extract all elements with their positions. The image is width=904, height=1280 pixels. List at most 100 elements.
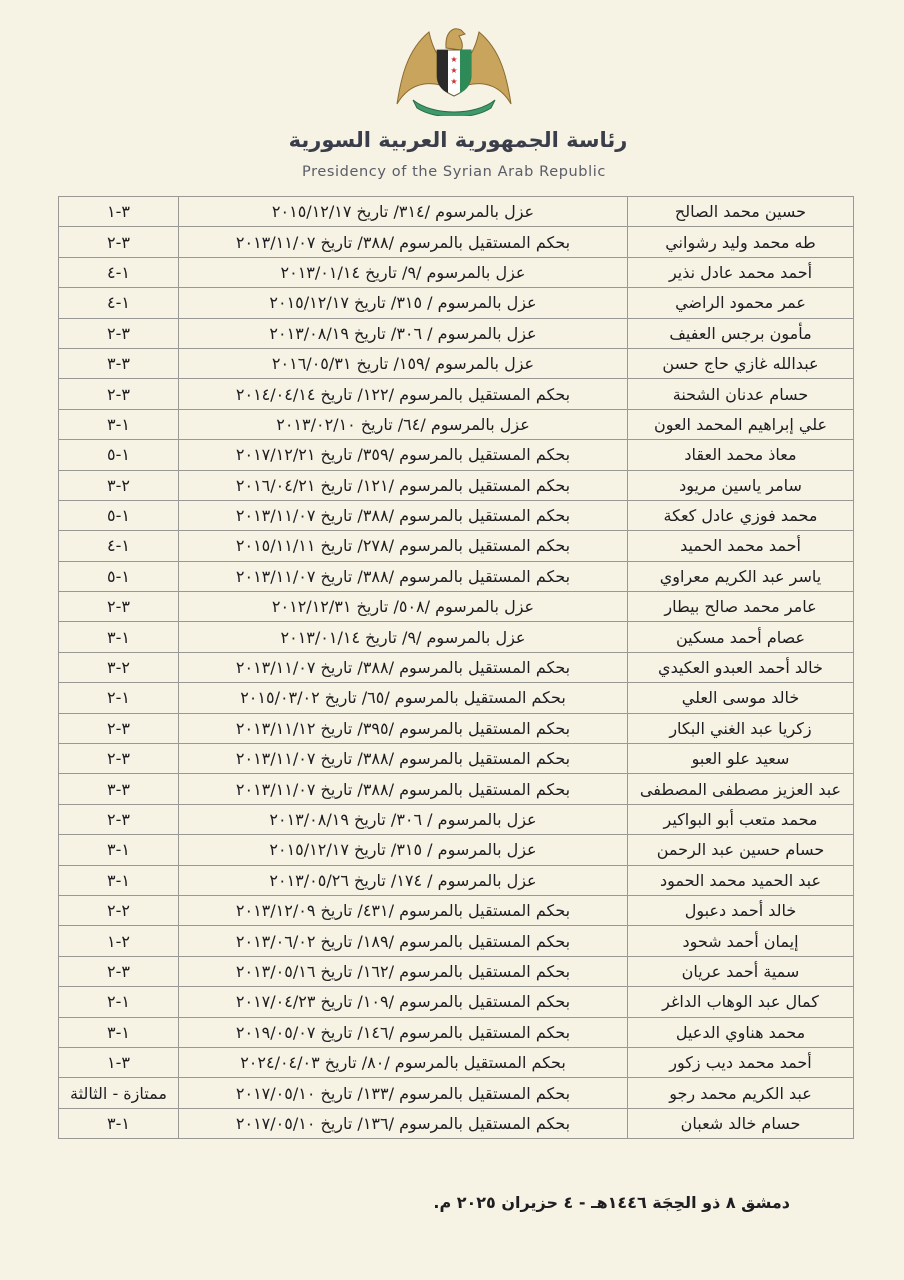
decree-cell-text: بحكم المستقيل بالمرسوم /٣٨٨/ تاريخ ٢٠١٣/… [235, 658, 571, 678]
name-cell-text: إيمان أحمد شحود [682, 931, 799, 951]
grade-cell: ٣-٢ [58, 591, 179, 623]
name-cell: محمد هناوي الدعيل [627, 1016, 854, 1048]
table-row: إيمان أحمد شحود بحكم المستقيل بالمرسوم /١… [58, 925, 854, 957]
table-row: معاذ محمد العقاد بحكم المستقيل بالمرسوم /… [58, 439, 854, 471]
decree-cell-text: عزل بالمرسوم /٣١٤/ تاريخ ٢٠١٥/١٢/١٧ [271, 202, 535, 222]
name-cell: أحمد محمد ديب زكور [627, 1046, 854, 1079]
table-row: زكريا عبد الغني البكار بحكم المستقيل بالم… [58, 712, 854, 745]
decree-cell-text: بحكم المستقيل بالمرسوم /٢٧٨/ تاريخ ٢٠١٥/… [235, 536, 571, 556]
table-row: حسام عدنان الشحنة بحكم المستقيل بالمرسوم … [58, 378, 854, 410]
name-cell-text: عبد العزيز مصطفى المصطفى [639, 779, 842, 799]
name-cell-text: عبد الحميد محمد الحمود [660, 870, 821, 890]
grade-cell: ٣-٢ [58, 743, 179, 775]
grade-cell: ١-٣ [58, 621, 179, 653]
decree-cell-text: بحكم المستقيل بالمرسوم /٣٥٩/ تاريخ ٢٠١٧/… [235, 445, 571, 465]
grade-cell: ١-٢ [58, 682, 179, 714]
table-row: عبدالله غازي حاج حسن عزل بالمرسوم /١٥٩/ ت… [58, 347, 854, 380]
name-cell: محمد فوزي عادل كعكة [627, 499, 854, 532]
decree-cell: بحكم المستقيل بالمرسوم /٢٧٨/ تاريخ ٢٠١٥/… [178, 530, 628, 562]
decree-cell-text: بحكم المستقيل بالمرسوم /١٤٦/ تاريخ ٢٠١٩/… [235, 1022, 571, 1042]
svg-text:★: ★ [450, 77, 457, 86]
grade-cell-text: ١-٣ [107, 414, 130, 434]
table-row: عامر محمد صالح بيطار عزل بالمرسوم /٥٠٨/ ت… [58, 591, 854, 623]
name-cell-text: ياسر عبد الكريم معراوي [659, 566, 822, 586]
name-cell: سعيد علو العبو [627, 743, 854, 775]
grade-cell: ٢-٣ [58, 469, 179, 501]
table-row: محمد متعب أبو البواكير عزل بالمرسوم / ٣٠٦… [58, 803, 854, 836]
name-cell-text: خالد موسى العلي [681, 688, 800, 708]
decree-cell-text: بحكم المستقيل بالمرسوم /١٢١/ تاريخ ٢٠١٦/… [235, 475, 571, 495]
grade-cell-text: ١-٥ [107, 566, 130, 586]
grade-cell: ١-٤ [58, 256, 179, 289]
decree-cell: عزل بالمرسوم / ٣١٥/ تاريخ ٢٠١٥/١٢/١٧ [178, 834, 628, 866]
grade-cell-text: ١-٤ [107, 262, 130, 282]
name-cell: عبد الكريم محمد رجو [627, 1077, 854, 1109]
grade-cell-text: ١-٣ [107, 1113, 130, 1133]
decree-cell-text: بحكم المستقيل بالمرسوم /١٨٩/ تاريخ ٢٠١٣/… [235, 931, 571, 951]
name-cell: طه محمد وليد رشواني [627, 226, 854, 258]
decree-cell-text: عزل بالمرسوم / ٣١٥/ تاريخ ٢٠١٥/١٢/١٧ [269, 840, 537, 860]
table-row: علي إبراهيم المحمد العون عزل بالمرسوم /٦٤… [58, 408, 854, 441]
decree-cell-text: بحكم المستقيل بالمرسوم /٤٣١/ تاريخ ٢٠١٣/… [235, 901, 571, 921]
decree-cell-text: بحكم المستقيل بالمرسوم /٣٩٥/ تاريخ ٢٠١٣/… [235, 718, 571, 738]
name-cell: حسين محمد الصالح [627, 195, 854, 228]
name-cell-text: عصام أحمد مسكين [675, 627, 806, 647]
page-title-english: Presidency of the Syrian Arab Republic [302, 164, 606, 180]
name-cell-text: سعيد علو العبو [691, 749, 790, 769]
decree-cell-text: بحكم المستقيل بالمرسوم /١٢٢/ تاريخ ٢٠١٤/… [235, 384, 571, 404]
decree-cell-text: عزل بالمرسوم /٩/ تاريخ ٢٠١٣/٠١/١٤ [280, 262, 526, 282]
name-cell: سمية أحمد عريان [627, 955, 854, 988]
decree-cell-text: بحكم المستقيل بالمرسوم /١٣٣/ تاريخ ٢٠١٧/… [235, 1083, 571, 1103]
decree-cell: عزل بالمرسوم /٥٠٨/ تاريخ ٢٠١٢/١٢/٣١ [178, 591, 628, 623]
name-cell-text: خالد أحمد العبدو العكيدي [658, 658, 823, 678]
table-row: كمال عبد الوهاب الداغر بحكم المستقيل بالم… [58, 986, 854, 1018]
decree-cell: بحكم المستقيل بالمرسوم /١٢١/ تاريخ ٢٠١٦/… [178, 469, 628, 501]
name-cell: علي إبراهيم المحمد العون [627, 408, 854, 441]
decree-cell-text: بحكم المستقيل بالمرسوم /٣٨٨/ تاريخ ٢٠١٣/… [235, 749, 571, 769]
name-cell-text: حسين محمد الصالح [674, 202, 807, 222]
decree-cell-text: بحكم المستقيل بالمرسوم /١٦٢/ تاريخ ٢٠١٣/… [235, 961, 571, 981]
grade-cell-text: ٢-٢ [107, 901, 130, 921]
decree-cell: عزل بالمرسوم /٦٤/ تاريخ ٢٠١٣/٠٢/١٠ [178, 408, 628, 441]
decree-cell: بحكم المستقيل بالمرسوم /٣٥٩/ تاريخ ٢٠١٧/… [178, 439, 628, 471]
name-cell-text: عامر محمد صالح بيطار [664, 597, 817, 617]
decree-cell-text: عزل بالمرسوم / ٣٠٦/ تاريخ ٢٠١٣/٠٨/١٩ [269, 323, 537, 343]
grade-cell-text: ٣-٢ [107, 961, 130, 981]
footer-date: دمشق ٨ ذو الحِجَة ١٤٤٦هـ - ٤ حزيران ٢٠٢٥… [433, 1193, 790, 1212]
decree-cell-text: بحكم المستقيل بالمرسوم /٣٨٨/ تاريخ ٢٠١٣/… [235, 232, 571, 252]
grade-cell: ١-٣ [58, 1107, 179, 1140]
grade-cell: ١-٣ [58, 1016, 179, 1048]
table-row: أحمد محمد عادل نذير عزل بالمرسوم /٩/ تاري… [58, 256, 854, 289]
name-cell: خالد أحمد دعبول [627, 894, 854, 927]
grade-cell: ٢-١ [58, 925, 179, 957]
decree-cell: بحكم المستقيل بالمرسوم /٣٨٨/ تاريخ ٢٠١٣/… [178, 773, 628, 805]
name-cell: عمر محمود الراضي [627, 287, 854, 319]
grade-cell-text: ممتازة - الثالثة [70, 1083, 167, 1103]
name-cell: حسام حسين عبد الرحمن [627, 834, 854, 866]
table-row: سامر ياسين مريود بحكم المستقيل بالمرسوم /… [58, 469, 854, 501]
table-row: حسام خالد شعبان بحكم المستقيل بالمرسوم /١… [58, 1107, 854, 1140]
name-cell: ياسر عبد الكريم معراوي [627, 560, 854, 593]
decree-cell-text: عزل بالمرسوم / ٣١٥/ تاريخ ٢٠١٥/١٢/١٧ [269, 293, 537, 313]
name-cell: أحمد محمد الحميد [627, 530, 854, 562]
grade-cell: ٣-٣ [58, 773, 179, 805]
decree-cell-text: عزل بالمرسوم /٥٠٨/ تاريخ ٢٠١٢/١٢/٣١ [271, 597, 535, 617]
name-cell-text: حسام خالد شعبان [680, 1113, 801, 1133]
svg-text:★: ★ [450, 66, 457, 75]
grade-cell-text: ١-٤ [107, 536, 130, 556]
name-cell-text: محمد هناوي الدعيل [675, 1022, 806, 1042]
grade-cell-text: ١-٥ [107, 506, 130, 526]
grade-cell-text: ٣-٢ [107, 232, 130, 252]
decree-cell: عزل بالمرسوم /٣١٤/ تاريخ ٢٠١٥/١٢/١٧ [178, 195, 628, 228]
decree-cell-text: عزل بالمرسوم / ١٧٤/ تاريخ ٢٠١٣/٠٥/٢٦ [269, 870, 537, 890]
table-row: سمية أحمد عريان بحكم المستقيل بالمرسوم /١… [58, 955, 854, 988]
table-row: مأمون برجس العفيف عزل بالمرسوم / ٣٠٦/ تار… [58, 317, 854, 349]
grade-cell-text: ٢-١ [107, 931, 130, 951]
grade-cell: ١-٤ [58, 530, 179, 562]
name-cell-text: زكريا عبد الغني البكار [669, 718, 812, 738]
decree-cell-text: عزل بالمرسوم /١٥٩/ تاريخ ٢٠١٦/٠٥/٣١ [271, 354, 535, 374]
decree-cell: بحكم المستقيل بالمرسوم /٣٨٨/ تاريخ ٢٠١٣/… [178, 499, 628, 532]
name-cell: عصام أحمد مسكين [627, 621, 854, 653]
name-cell: خالد أحمد العبدو العكيدي [627, 651, 854, 684]
table-row: خالد موسى العلي بحكم المستقيل بالمرسوم /٦… [58, 682, 854, 714]
